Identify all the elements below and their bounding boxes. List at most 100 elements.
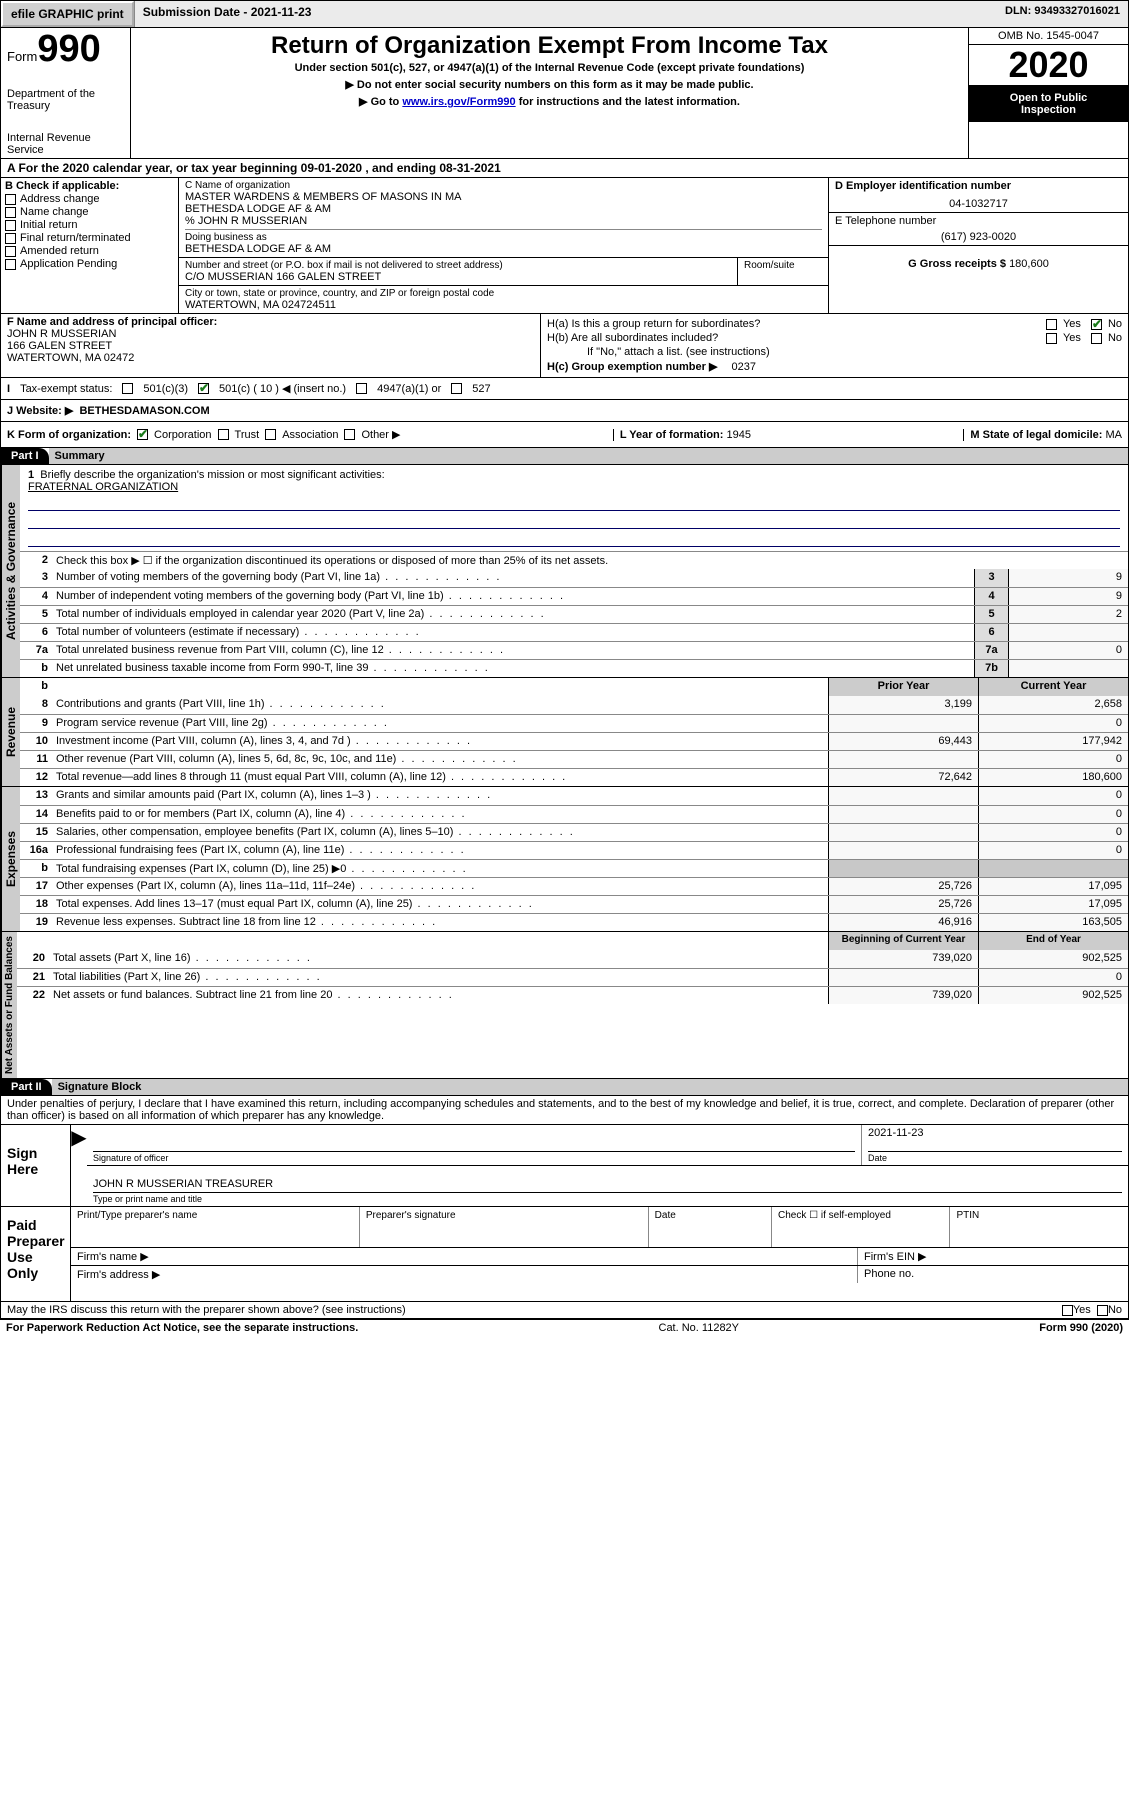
street-value: C/O MUSSERIAN 166 GALEN STREET: [185, 271, 731, 283]
goto-pre: ▶ Go to: [359, 96, 402, 108]
chk-amended-return[interactable]: Amended return: [5, 245, 174, 257]
form-subtitle: Under section 501(c), 527, or 4947(a)(1)…: [137, 62, 962, 74]
l-cell: L Year of formation: 1945: [613, 429, 751, 441]
line-20: 20Total assets (Part X, line 16)739,0209…: [17, 950, 1128, 968]
footer-catno: Cat. No. 11282Y: [358, 1322, 1039, 1334]
chk-final-return[interactable]: Final return/terminated: [5, 232, 174, 244]
lbl-501c3: 501(c)(3): [143, 383, 188, 395]
penalty-text: Under penalties of perjury, I declare th…: [0, 1096, 1129, 1125]
h-c-value: 0237: [732, 361, 756, 373]
page-footer: For Paperwork Reduction Act Notice, see …: [0, 1319, 1129, 1336]
chk-label: Amended return: [20, 245, 99, 257]
paid-l3: Use Only: [7, 1249, 64, 1281]
chk-527[interactable]: [451, 383, 462, 394]
f-label: F Name and address of principal officer:: [7, 316, 534, 328]
chk-association[interactable]: [265, 429, 276, 440]
city-label: City or town, state or province, country…: [185, 288, 822, 299]
ptin-label: PTIN: [956, 1210, 979, 1221]
h-b-note: If "No," attach a list. (see instruction…: [547, 346, 1122, 358]
firm-addr-cell: Firm's address ▶: [71, 1266, 858, 1283]
sig-officer-cell: Signature of officer: [87, 1125, 862, 1165]
h-a-text: H(a) Is this a group return for subordin…: [547, 318, 1036, 330]
col-b: B Check if applicable: Address change Na…: [1, 178, 179, 313]
sign-arrow-icon: ▶: [71, 1125, 87, 1206]
chk-trust[interactable]: [218, 429, 229, 440]
hdr-prior: Prior Year: [828, 678, 978, 696]
prep-date-label: Date: [655, 1210, 676, 1221]
h-b-yes[interactable]: [1046, 333, 1057, 344]
hdr-end: End of Year: [978, 932, 1128, 950]
col-headers: b Prior Year Current Year: [20, 678, 1128, 696]
discuss-yes[interactable]: [1062, 1305, 1073, 1316]
discuss-no[interactable]: [1097, 1305, 1108, 1316]
vlabel-expenses: Expenses: [1, 787, 20, 931]
line-11: 11Other revenue (Part VIII, column (A), …: [20, 750, 1128, 768]
dept-irs: Internal Revenue Service: [7, 132, 124, 156]
chk-other[interactable]: [344, 429, 355, 440]
g-label: G Gross receipts $: [908, 258, 1009, 270]
e-cell: E Telephone number (617) 923-0020: [829, 213, 1128, 246]
paid-left: Paid Preparer Use Only: [1, 1207, 71, 1301]
footer-left: For Paperwork Reduction Act Notice, see …: [6, 1322, 358, 1334]
h-b: H(b) Are all subordinates included? Yes …: [547, 332, 1122, 344]
chk-501c3[interactable]: [122, 383, 133, 394]
phone-value: (617) 923-0020: [835, 231, 1122, 243]
h-cell: H(a) Is this a group return for subordin…: [541, 314, 1128, 377]
discuss-yes-lbl: Yes: [1073, 1304, 1091, 1316]
k-label: K Form of organization:: [7, 429, 131, 441]
summary-line-7a: 7aTotal unrelated business revenue from …: [20, 641, 1128, 659]
part1-badge: Part I: [1, 448, 49, 464]
m-cell: M State of legal domicile: MA: [963, 429, 1122, 441]
chk-corporation[interactable]: [137, 429, 148, 440]
efile-print-button[interactable]: efile GRAPHIC print: [1, 1, 134, 27]
line-21: 21Total liabilities (Part X, line 26)0: [17, 968, 1128, 986]
h-a-yes[interactable]: [1046, 319, 1057, 330]
part1-title: Summary: [49, 448, 1128, 464]
dln-value: 93493327016021: [1034, 5, 1120, 17]
chk-label: Application Pending: [20, 258, 117, 270]
h-a-no[interactable]: [1091, 319, 1102, 330]
section-revenue: Revenue b Prior Year Current Year 8Contr…: [0, 678, 1129, 787]
lbl-4947: 4947(a)(1) or: [377, 383, 441, 395]
chk-address-change[interactable]: Address change: [5, 193, 174, 205]
chk-app-pending[interactable]: Application Pending: [5, 258, 174, 270]
paid-l1: Paid: [7, 1217, 64, 1233]
header-center: Return of Organization Exempt From Incom…: [131, 28, 968, 158]
prep-name-cell: Print/Type preparer's name: [71, 1207, 360, 1247]
vlabel-governance: Activities & Governance: [1, 465, 20, 677]
form-header: Form990 Department of the Treasury Inter…: [0, 28, 1129, 159]
part2-header: Part II Signature Block: [0, 1079, 1129, 1096]
goto-post: for instructions and the latest informat…: [516, 96, 740, 108]
chk-501c10[interactable]: [198, 383, 209, 394]
discuss-text: May the IRS discuss this return with the…: [7, 1304, 1062, 1316]
paid-preparer-block: Paid Preparer Use Only Print/Type prepar…: [0, 1207, 1129, 1302]
f-h-row: F Name and address of principal officer:…: [0, 314, 1129, 378]
q2-text: Check this box ▶ ☐ if the organization d…: [52, 552, 1128, 569]
instruction-goto: ▶ Go to www.irs.gov/Form990 for instruct…: [137, 95, 962, 108]
sig-name-cell: JOHN R MUSSERIAN TREASURER Type or print…: [87, 1166, 1128, 1206]
summary-line-4: 4Number of independent voting members of…: [20, 587, 1128, 605]
chk-4947[interactable]: [356, 383, 367, 394]
part2-badge: Part II: [1, 1079, 52, 1095]
h-b-text: H(b) Are all subordinates included?: [547, 332, 1036, 344]
i-row: I Tax-exempt status: 501(c)(3) 501(c) ( …: [0, 378, 1129, 400]
section-governance: Activities & Governance 1 Briefly descri…: [0, 465, 1129, 678]
h-b-no[interactable]: [1091, 333, 1102, 344]
chk-name-change[interactable]: Name change: [5, 206, 174, 218]
sig-officer-label: Signature of officer: [93, 1151, 855, 1163]
h-c-label: H(c) Group exemption number ▶: [547, 360, 717, 373]
topbar-spacer: [319, 1, 997, 27]
irs-link[interactable]: www.irs.gov/Form990: [402, 96, 515, 108]
header-left: Form990 Department of the Treasury Inter…: [1, 28, 131, 158]
l-label: L Year of formation:: [620, 429, 727, 441]
h-c: H(c) Group exemption number ▶ 0237: [547, 360, 1122, 373]
chk-label: Name change: [20, 206, 89, 218]
b-label: B Check if applicable:: [5, 180, 174, 192]
chk-initial-return[interactable]: Initial return: [5, 219, 174, 231]
line-22: 22Net assets or fund balances. Subtract …: [17, 986, 1128, 1004]
officer-name: JOHN R MUSSERIAN: [7, 328, 534, 340]
no-label: No: [1108, 332, 1122, 344]
c-name-label: C Name of organization: [185, 180, 822, 191]
sig-date-label: Date: [868, 1151, 1122, 1163]
lbl-corp: Corporation: [154, 429, 211, 441]
